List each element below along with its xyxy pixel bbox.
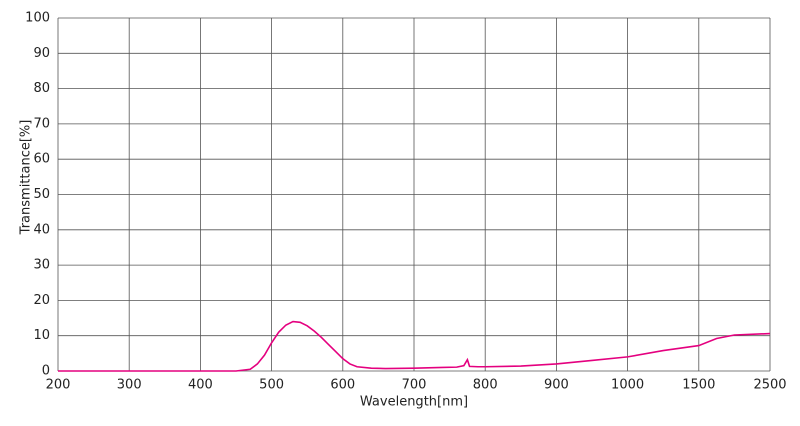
y-tick-label: 60 [33,152,50,167]
x-tick-label: 600 [330,378,355,393]
y-axis-label: Transmittance[%] [19,120,34,236]
x-tick-label: 400 [188,378,213,393]
y-tick-label: 0 [42,364,50,379]
x-tick-label: 1500 [682,378,715,393]
x-tick-label: 900 [544,378,569,393]
x-tick-label: 1000 [611,378,644,393]
x-axis-label: Wavelength[nm] [360,395,468,410]
y-tick-label: 90 [33,46,50,61]
y-tick-label: 20 [33,293,50,308]
y-tick-label: 80 [33,81,50,96]
y-tick-label: 40 [33,222,50,237]
x-tick-label: 300 [117,378,142,393]
y-tick-label: 100 [25,11,50,26]
y-tick-label: 70 [33,116,50,131]
y-tick-label: 30 [33,258,50,273]
x-tick-label: 700 [402,378,427,393]
y-tick-label: 10 [33,328,50,343]
x-tick-label: 200 [46,378,71,393]
x-tick-label: 800 [473,378,498,393]
data-line [58,320,771,372]
y-tick-label: 50 [33,187,50,202]
x-tick-label: 2500 [753,378,786,393]
x-tick-label: 500 [259,378,284,393]
